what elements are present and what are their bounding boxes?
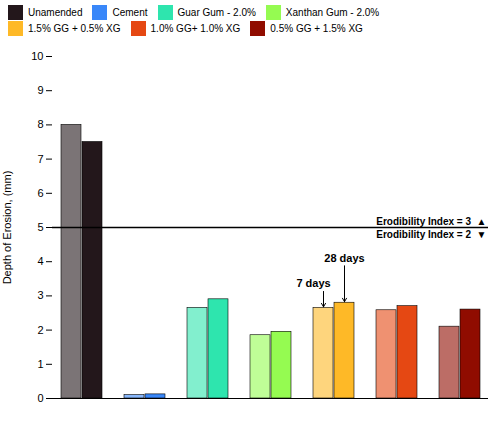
html-text:Xanthan Gum - 2.0%: Xanthan Gum - 2.0% bbox=[285, 6, 380, 18]
svg-text:2: 2 bbox=[37, 324, 43, 336]
html-text:Unamended: Unamended bbox=[28, 6, 83, 18]
svg-text:4: 4 bbox=[37, 255, 43, 267]
svg-text:28 days: 28 days bbox=[324, 252, 364, 264]
svg-text:7: 7 bbox=[37, 153, 43, 165]
svg-text:Depth of Erosion, (mm): Depth of Erosion, (mm) bbox=[1, 171, 13, 285]
svg-text:10: 10 bbox=[31, 50, 43, 62]
html-text:Cement: Cement bbox=[112, 6, 148, 18]
svg-text:Erodibility Index = 3 ▲: Erodibility Index = 3 ▲ bbox=[376, 216, 486, 227]
svg-text:5: 5 bbox=[37, 221, 43, 233]
svg-text:6: 6 bbox=[37, 187, 43, 199]
svg-text:3: 3 bbox=[37, 289, 43, 301]
svg-text:Erodibility Index = 2 ▼: Erodibility Index = 2 ▼ bbox=[376, 229, 486, 240]
html-text:1.5% GG + 0.5% XG: 1.5% GG + 0.5% XG bbox=[28, 23, 121, 35]
svg-text:0: 0 bbox=[37, 392, 43, 404]
svg-text:1: 1 bbox=[37, 358, 43, 370]
svg-text:9: 9 bbox=[37, 84, 43, 96]
html-text:0.5% GG + 1.5% XG: 0.5% GG + 1.5% XG bbox=[270, 23, 363, 35]
html-text:1.0% GG+ 1.0% XG: 1.0% GG+ 1.0% XG bbox=[150, 23, 241, 35]
html-text:Guar Gum - 2.0%: Guar Gum - 2.0% bbox=[177, 6, 256, 18]
svg-text:7 days: 7 days bbox=[296, 277, 330, 289]
svg-text:8: 8 bbox=[37, 118, 43, 130]
